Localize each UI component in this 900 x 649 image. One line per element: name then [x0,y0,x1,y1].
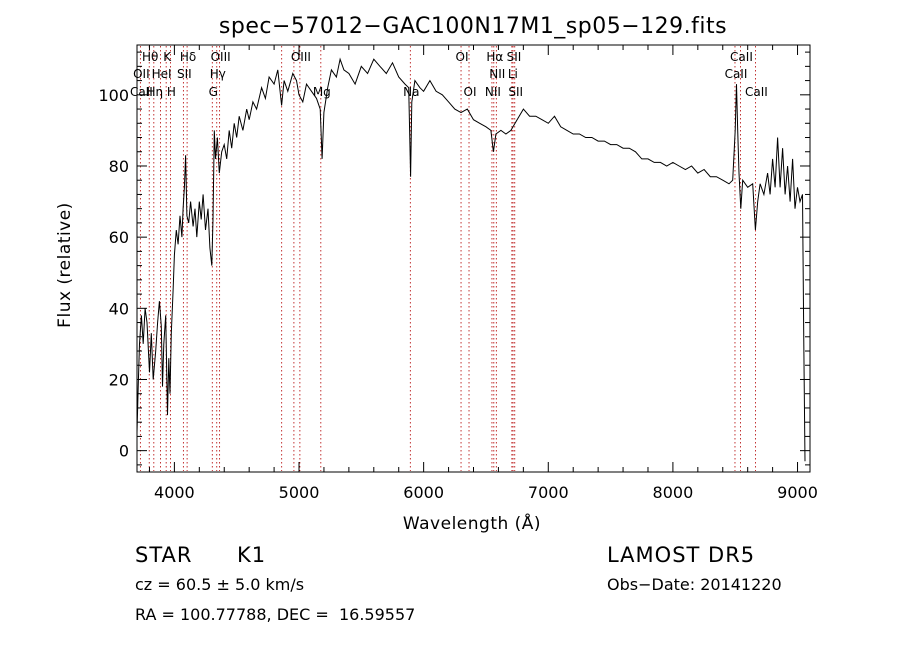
line-label: CaII [725,67,748,81]
spectrum-line [136,57,806,462]
object-subclass: K1 [237,543,267,567]
line-label: Li [508,67,518,81]
chart-title: spec−57012−GAC100N17M1_sp05−129.fits [219,14,727,39]
survey-name: LAMOST DR5 [607,543,756,567]
y-tick-label: 100 [98,86,129,105]
line-label: Hη [147,85,164,99]
emission-line-markers [139,46,756,471]
line-label: CaII [730,50,753,64]
x-tick-label: 8000 [653,483,694,502]
line-label: OIII [211,50,231,64]
line-label: CaII [745,85,768,99]
coordinates: RA = 100.77788, DEC = 16.59557 [135,605,416,624]
observation-date: Obs−Date: 20141220 [607,575,782,594]
x-tick-label: 9000 [777,483,818,502]
line-label: Hθ [142,50,158,64]
redshift-value: cz = 60.5 ± 5.0 km/s [135,575,305,594]
x-axis: 4000 5000 6000 7000 8000 9000 [148,45,818,502]
x-tick-label: 4000 [154,483,195,502]
line-label: OI [456,50,469,64]
y-tick-label: 0 [119,442,129,461]
x-tick-label: 5000 [279,483,320,502]
line-label: G [209,85,218,99]
y-tick-label: 80 [109,157,129,176]
x-axis-label: Wavelength (Å) [403,512,541,534]
line-label: CaII [130,85,153,99]
line-label: Na [403,85,419,99]
line-label: OII [133,67,150,81]
x-tick-label: 6000 [403,483,444,502]
x-tick-label: 7000 [528,483,569,502]
line-label: OIII [291,50,311,64]
y-tick-label: 20 [109,370,129,389]
y-tick-label: 40 [109,299,129,318]
line-label: Hδ [180,50,196,64]
object-class: STAR [135,543,193,567]
plot-frame [136,44,811,473]
line-label: NII [485,85,501,99]
line-label: K [163,50,172,64]
line-label: OI [464,85,477,99]
line-label: HeI [152,67,172,81]
line-label: Hγ [210,67,226,81]
line-label: SII [177,67,192,81]
y-axis-label: Flux (relative) [55,202,75,328]
y-axis: 0 20 40 60 80 100 [98,51,810,466]
line-label: SII [507,50,522,64]
y-tick-label: 60 [109,228,129,247]
line-label: NII [489,67,505,81]
line-label: Hα [486,50,503,64]
line-label: H [167,85,176,99]
line-label: SII [508,85,523,99]
